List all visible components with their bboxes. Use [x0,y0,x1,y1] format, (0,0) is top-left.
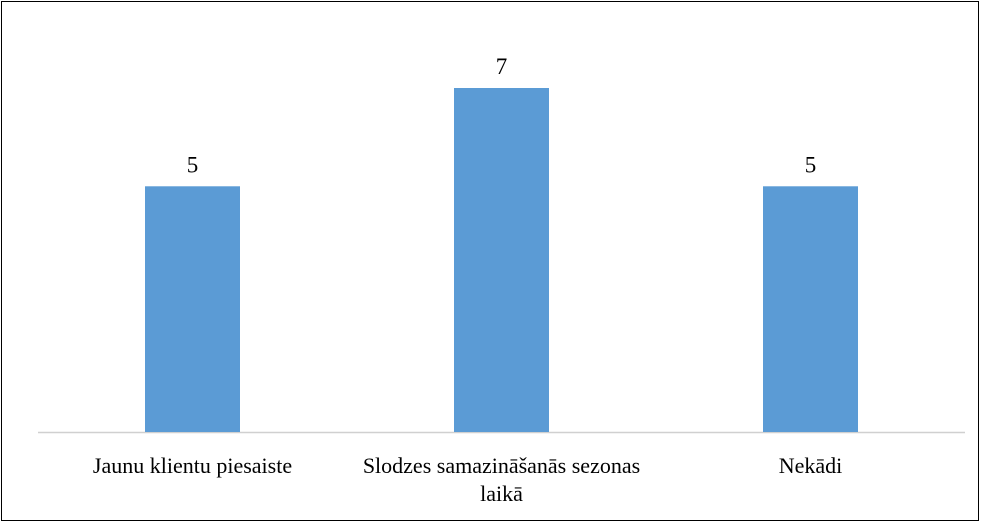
bar [454,88,549,432]
bar [763,186,858,432]
x-tick-label: Slodzes samazināšanās sezonas laikā [362,453,641,506]
data-label: 7 [496,54,508,79]
x-tick-label: Jaunu klientu piesaiste [92,453,293,478]
bar [145,186,240,432]
data-label: 5 [187,152,199,177]
x-tick-label: Nekādi [778,453,843,478]
data-label: 5 [805,152,817,177]
